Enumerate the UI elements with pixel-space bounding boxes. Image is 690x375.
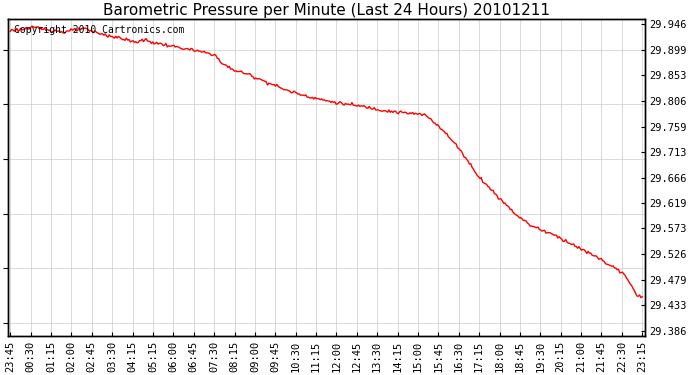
- Title: Barometric Pressure per Minute (Last 24 Hours) 20101211: Barometric Pressure per Minute (Last 24 …: [103, 3, 550, 18]
- Text: Copyright 2010 Cartronics.com: Copyright 2010 Cartronics.com: [14, 25, 184, 35]
